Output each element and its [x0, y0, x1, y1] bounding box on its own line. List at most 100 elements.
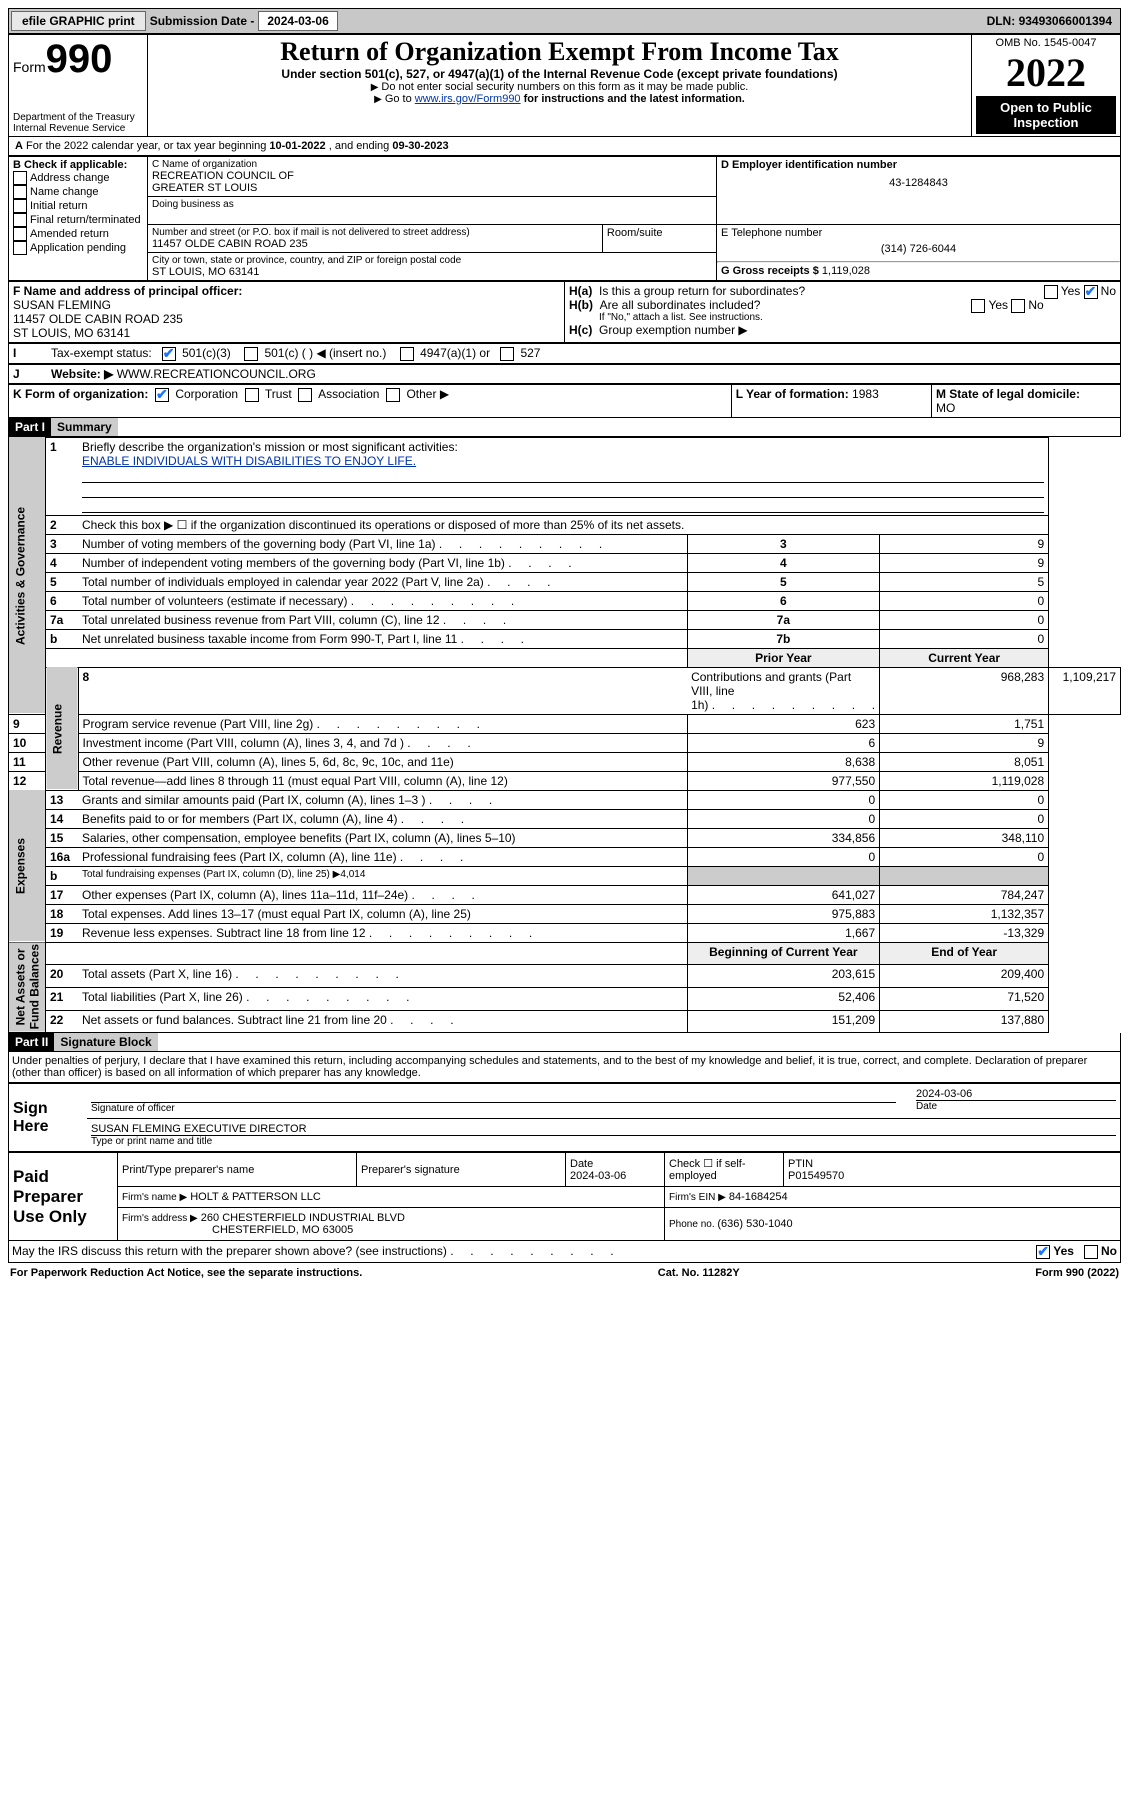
city-label: City or town, state or province, country…	[152, 255, 712, 266]
form-instruction-1: Do not enter social security numbers on …	[152, 81, 967, 93]
prep-selfemp[interactable]: Check ☐ if self-employed	[665, 1153, 784, 1187]
form-prefix: Form	[13, 59, 46, 75]
submission-date-value: 2024-03-06	[258, 11, 337, 31]
state-domicile: MO	[936, 401, 955, 415]
sig-date-value: 2024-03-06	[916, 1088, 1116, 1100]
paid-preparer-table: Paid Preparer Use Only Print/Type prepar…	[8, 1152, 1121, 1241]
row-j: J Website: ▶ WWW.RECREATIONCOUNCIL.ORG	[8, 364, 1121, 384]
website-value: WWW.RECREATIONCOUNCIL.ORG	[117, 367, 316, 381]
discuss-row: May the IRS discuss this return with the…	[8, 1241, 1121, 1263]
footer: For Paperwork Reduction Act Notice, see …	[8, 1263, 1121, 1283]
penalties-text: Under penalties of perjury, I declare th…	[8, 1052, 1121, 1083]
discuss-no[interactable]	[1084, 1245, 1098, 1259]
chk-527[interactable]	[500, 347, 514, 361]
chk-application-pending[interactable]: Application pending	[13, 241, 143, 255]
efile-print-button[interactable]: efile GRAPHIC print	[11, 11, 146, 31]
col-prior-year: Prior Year	[687, 648, 880, 667]
box-d-label: D Employer identification number	[721, 159, 1116, 171]
submission-date-label: Submission Date -	[150, 14, 255, 28]
vlabel-netassets: Net Assets or Fund Balances	[9, 942, 46, 1032]
firm-addr1: 260 CHESTERFIELD INDUSTRIAL BLVD	[201, 1212, 405, 1224]
chk-other[interactable]	[386, 388, 400, 402]
chk-4947[interactable]	[400, 347, 414, 361]
ptin-value: P01549570	[788, 1170, 844, 1182]
box-c-label: C Name of organization	[152, 159, 712, 170]
chk-association[interactable]	[298, 388, 312, 402]
chk-name-change[interactable]: Name change	[13, 185, 143, 199]
box-g: G Gross receipts $ 1,119,028	[721, 265, 1116, 277]
h-a-row: H(a) Is this a group return for subordin…	[569, 284, 1116, 298]
firm-ein: 84-1684254	[729, 1191, 788, 1203]
box-b-title: B Check if applicable:	[13, 159, 143, 171]
form-title: Return of Organization Exempt From Incom…	[152, 37, 967, 67]
chk-amended-return[interactable]: Amended return	[13, 227, 143, 241]
part-i-header: Part ISummary	[8, 418, 1121, 437]
sign-here-table: Sign Here Signature of officer 2024-03-0…	[8, 1083, 1121, 1152]
org-name-1: RECREATION COUNCIL OF	[152, 170, 712, 182]
dept-treasury: Department of the Treasury	[13, 112, 143, 123]
col-current-year: Current Year	[880, 648, 1049, 667]
firm-name: HOLT & PATTERSON LLC	[190, 1191, 321, 1203]
org-name-2: GREATER ST LOUIS	[152, 182, 712, 194]
row-i: I Tax-exempt status: 501(c)(3) 501(c) ( …	[8, 343, 1121, 364]
h-c-row: H(c) Group exemption number ▶	[569, 323, 1116, 337]
prep-name-header: Print/Type preparer's name	[118, 1153, 357, 1187]
dba-label: Doing business as	[152, 199, 712, 210]
chk-trust[interactable]	[245, 388, 259, 402]
street-address: 11457 OLDE CABIN ROAD 235	[152, 238, 598, 250]
box-f-label: F Name and address of principal officer:	[13, 284, 560, 298]
section-b-to-g: B Check if applicable: Address change Na…	[8, 156, 1121, 281]
sign-here-label: Sign Here	[9, 1084, 88, 1152]
summary-table: Activities & Governance 1 Briefly descri…	[8, 437, 1121, 1033]
dln: DLN: 93493066001394	[987, 14, 1118, 28]
top-bar: efile GRAPHIC print Submission Date - 20…	[8, 8, 1121, 34]
footer-right: Form 990 (2022)	[1035, 1267, 1119, 1279]
section-f-h: F Name and address of principal officer:…	[8, 281, 1121, 343]
officer-addr2: ST LOUIS, MO 63141	[13, 326, 560, 340]
row-a-tax-year: A For the 2022 calendar year, or tax yea…	[8, 137, 1121, 156]
footer-left: For Paperwork Reduction Act Notice, see …	[10, 1267, 362, 1279]
form-number: 990	[46, 37, 113, 81]
sig-officer-label: Signature of officer	[91, 1103, 896, 1114]
chk-address-change[interactable]: Address change	[13, 171, 143, 185]
col-begin-year: Beginning of Current Year	[687, 942, 880, 965]
part-ii-header: Part IISignature Block	[8, 1033, 1121, 1052]
year-formation: 1983	[852, 387, 879, 401]
officer-printed-name: SUSAN FLEMING EXECUTIVE DIRECTOR	[91, 1123, 1116, 1135]
discuss-yes[interactable]	[1036, 1245, 1050, 1259]
chk-initial-return[interactable]: Initial return	[13, 199, 143, 213]
officer-name-label: Type or print name and title	[91, 1135, 1116, 1147]
mission-text[interactable]: ENABLE INDIVIDUALS WITH DISABILITIES TO …	[82, 454, 416, 468]
hb-note: If "No," attach a list. See instructions…	[569, 312, 1116, 323]
irs-label: Internal Revenue Service	[13, 123, 143, 134]
form-subtitle: Under section 501(c), 527, or 4947(a)(1)…	[152, 67, 967, 81]
hb-yes[interactable]	[971, 299, 985, 313]
irs-form990-link[interactable]: www.irs.gov/Form990	[415, 93, 521, 105]
chk-corporation[interactable]	[155, 388, 169, 402]
ha-no[interactable]	[1084, 285, 1098, 299]
col-end-year: End of Year	[880, 942, 1049, 965]
vlabel-expenses: Expenses	[9, 790, 46, 942]
chk-final-return[interactable]: Final return/terminated	[13, 213, 143, 227]
tax-year: 2022	[976, 49, 1116, 96]
firm-phone: (636) 530-1040	[717, 1218, 792, 1230]
vlabel-revenue: Revenue	[46, 667, 79, 790]
box-e-label: E Telephone number	[721, 227, 1116, 239]
chk-501c[interactable]	[244, 347, 258, 361]
paid-preparer-label: Paid Preparer Use Only	[9, 1153, 118, 1241]
omb-number: OMB No. 1545-0047	[976, 37, 1116, 49]
telephone-value: (314) 726-6044	[721, 239, 1116, 259]
prep-sig-header: Preparer's signature	[357, 1153, 566, 1187]
h-b-row: H(b) Are all subordinates included? Yes …	[569, 298, 1116, 312]
prep-date: 2024-03-06	[570, 1170, 626, 1182]
room-suite-label: Room/suite	[602, 225, 716, 252]
ein-value: 43-1284843	[721, 171, 1116, 195]
ha-yes[interactable]	[1044, 285, 1058, 299]
chk-501c3[interactable]	[162, 347, 176, 361]
officer-name: SUSAN FLEMING	[13, 298, 560, 312]
firm-addr2: CHESTERFIELD, MO 63005	[122, 1224, 353, 1236]
sig-date-label: Date	[916, 1100, 1116, 1112]
form-header: Form990 Department of the Treasury Inter…	[8, 34, 1121, 137]
hb-no[interactable]	[1011, 299, 1025, 313]
vlabel-governance: Activities & Governance	[9, 437, 46, 714]
